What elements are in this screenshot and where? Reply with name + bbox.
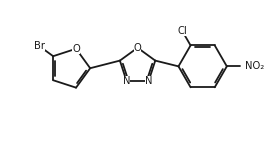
Text: Cl: Cl bbox=[177, 26, 187, 36]
Text: Br: Br bbox=[34, 41, 45, 51]
Text: N: N bbox=[145, 76, 152, 86]
Text: N: N bbox=[123, 76, 130, 86]
Text: O: O bbox=[134, 43, 142, 53]
Text: NO₂: NO₂ bbox=[246, 61, 264, 71]
Text: O: O bbox=[72, 44, 80, 54]
